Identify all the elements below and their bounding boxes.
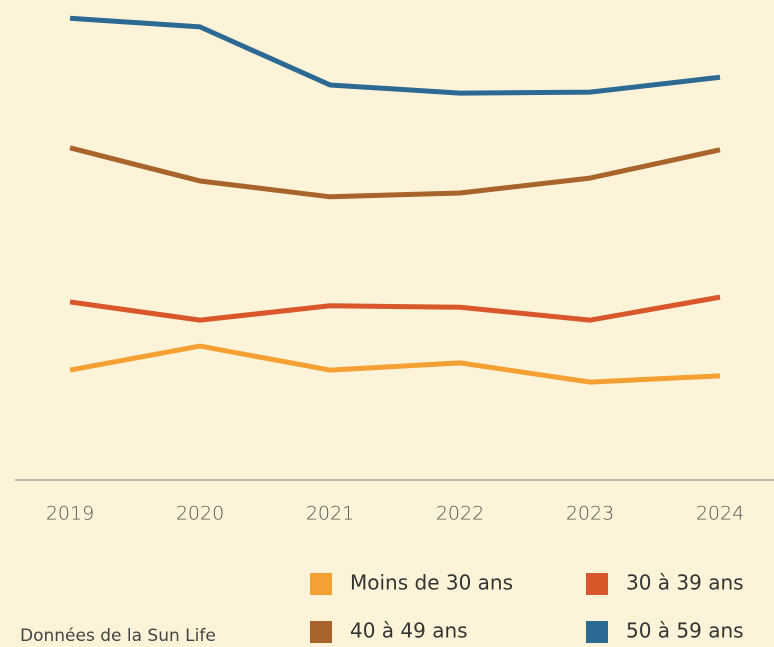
legend-swatch <box>586 621 608 643</box>
source: Données de la Sun Life <box>20 626 216 646</box>
x-tick-label: 2024 <box>696 503 744 525</box>
series-line <box>69 15 721 96</box>
series-line <box>69 294 721 323</box>
x-tick-label: 2022 <box>436 503 484 525</box>
legend-swatch <box>310 621 332 643</box>
x-tick-label: 2023 <box>566 503 614 525</box>
x-tick-label: 2021 <box>306 503 354 525</box>
x-tick-label: 2019 <box>46 503 94 525</box>
legend-label: Moins de 30 ans <box>350 571 513 595</box>
x-tick-label: 2020 <box>176 503 224 525</box>
series-line <box>69 343 721 385</box>
legend-label: 40 à 49 ans <box>350 619 468 643</box>
legend-swatch <box>310 573 332 595</box>
series-line <box>69 145 721 200</box>
legend-label: 30 à 39 ans <box>626 571 744 595</box>
legend-label: 50 à 59 ans <box>626 619 744 643</box>
legend-swatch <box>586 573 608 595</box>
